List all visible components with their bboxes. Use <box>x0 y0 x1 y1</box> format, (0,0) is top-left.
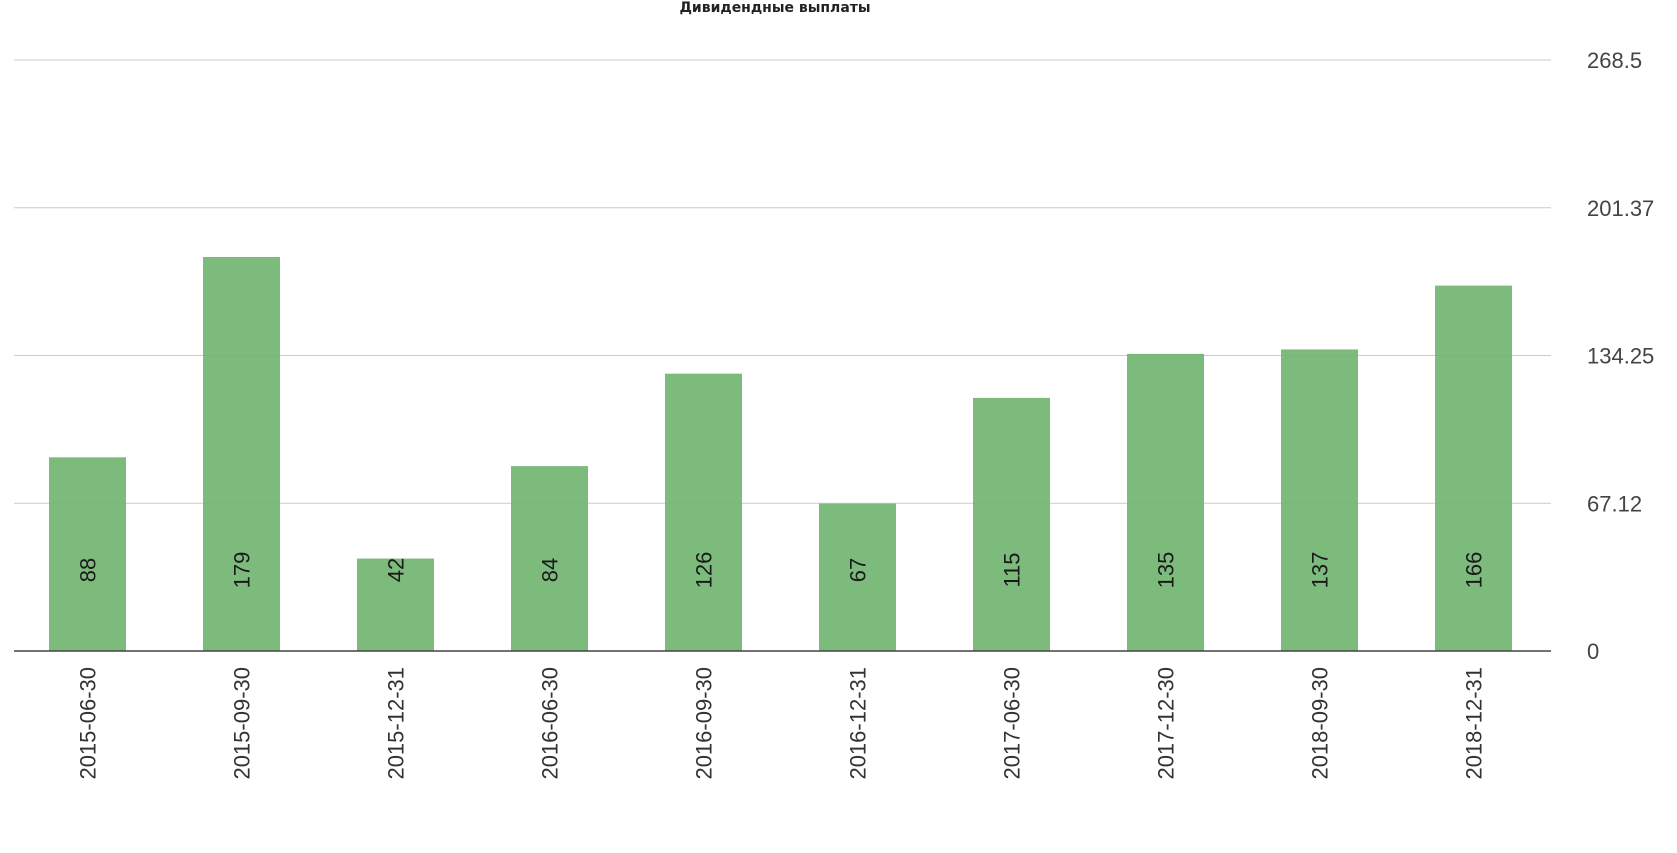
bar <box>665 373 742 651</box>
bar-value-label: 179 <box>230 552 255 589</box>
x-tick-label: 2016-06-30 <box>538 667 563 780</box>
x-tick-label: 2018-12-31 <box>1462 667 1487 780</box>
y-tick-label: 201.37 <box>1587 196 1654 221</box>
y-tick-label: 268.5 <box>1587 48 1642 73</box>
x-tick-label: 2015-12-31 <box>384 667 409 780</box>
x-axis-ticks: 2015-06-30 2015-09-30 2015-12-31 2016-06-30… <box>76 667 1487 780</box>
bar <box>973 397 1050 651</box>
x-tick-label: 2015-09-30 <box>230 667 255 780</box>
chart-title: Дивидендные выплаты <box>679 0 871 16</box>
bar-value-label: 126 <box>692 552 717 589</box>
x-tick-label: 2017-06-30 <box>1000 667 1025 780</box>
bar <box>1281 349 1358 651</box>
x-tick-label: 2017-12-30 <box>1154 667 1179 780</box>
bar-value-label: 88 <box>76 558 101 582</box>
x-tick-label: 2016-09-30 <box>692 667 717 780</box>
bar <box>1127 353 1204 651</box>
bar <box>357 558 434 651</box>
y-axis-ticks: 0 67.12 134.25 201.37 268.5 <box>1587 48 1654 664</box>
x-tick-label: 2018-09-30 <box>1308 667 1333 780</box>
bar-value-label: 137 <box>1308 552 1333 589</box>
bar-value-label: 84 <box>538 558 563 582</box>
bar-value-label: 67 <box>846 558 871 582</box>
bars-layer <box>49 257 1512 651</box>
x-tick-label: 2016-12-31 <box>846 667 871 780</box>
bar-value-label: 42 <box>384 558 409 582</box>
bar <box>203 257 280 651</box>
bar-value-label: 166 <box>1462 552 1487 589</box>
bar <box>49 457 126 651</box>
bar-value-label: 135 <box>1154 552 1179 589</box>
bar-labels-layer: 88 179 42 84 126 67 115 135 137 166 <box>76 552 1487 589</box>
bar <box>819 503 896 651</box>
bar <box>1435 285 1512 651</box>
x-tick-label: 2015-06-30 <box>76 667 101 780</box>
bar <box>511 466 588 651</box>
y-tick-label: 67.12 <box>1587 491 1642 516</box>
y-tick-label: 0 <box>1587 639 1599 664</box>
bar-value-label: 115 <box>1000 552 1025 587</box>
y-tick-label: 134.25 <box>1587 344 1654 369</box>
